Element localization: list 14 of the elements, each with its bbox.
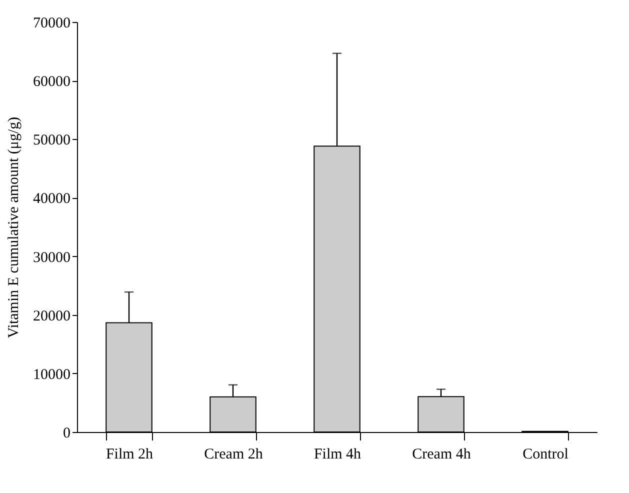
y-tick-label: 30000: [33, 250, 70, 266]
y-tick-label: 10000: [33, 366, 70, 383]
y-tick-label: 70000: [33, 16, 70, 32]
y-tick-label: 60000: [33, 74, 70, 90]
y-tick-label: 40000: [33, 191, 70, 208]
x-tick-label: Film 4h: [314, 446, 362, 462]
x-tick-label: Cream 2h: [204, 446, 264, 462]
y-tick-label: 50000: [33, 132, 70, 149]
x-tick-label: Cream 4h: [412, 446, 472, 462]
x-tick-label: Control: [522, 446, 568, 462]
x-tick-label: Film 2h: [106, 446, 154, 462]
y-tick-label: 20000: [33, 308, 70, 324]
y-axis-title: Vitamin E cumulative amount (μg/g): [6, 116, 22, 338]
y-tick-label: 0: [63, 426, 70, 442]
